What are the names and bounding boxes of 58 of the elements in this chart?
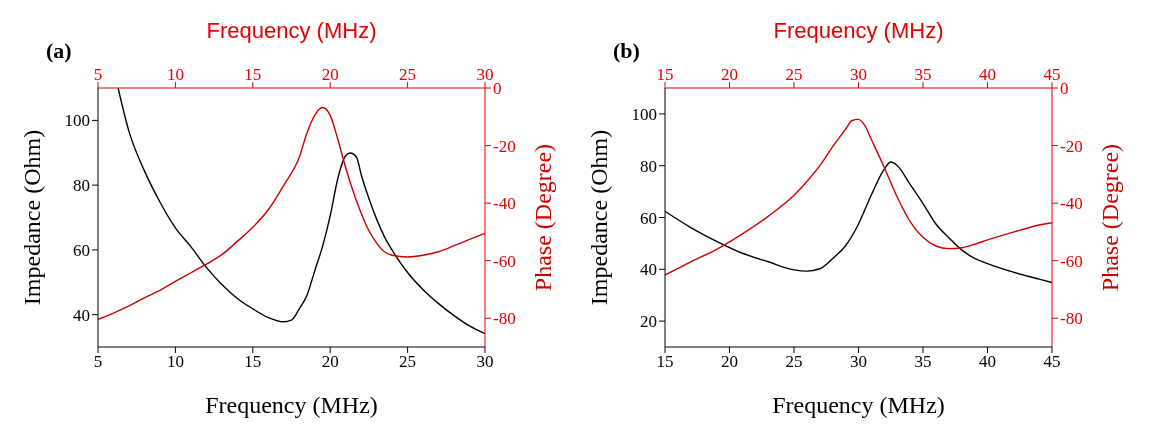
y2-tick-label: -60 xyxy=(493,251,516,271)
y-tick-label: 100 xyxy=(64,111,90,131)
chart-title: (b) xyxy=(613,38,640,64)
x2-tick-label: 25 xyxy=(399,352,417,372)
y2-axis-title: Phase (Degree) xyxy=(530,143,556,292)
x-tick-label: 30 xyxy=(476,65,494,84)
y2-tick-label: -60 xyxy=(1060,251,1083,271)
x2-tick-label: 25 xyxy=(785,352,803,372)
y-tick-label: 60 xyxy=(73,240,90,260)
y-tick-label: 100 xyxy=(631,104,657,124)
line-series xyxy=(665,118,1052,276)
y2-tick-label: 0 xyxy=(1060,79,1069,99)
x2-tick-label: 5 xyxy=(93,352,103,372)
y2-tick-label: -40 xyxy=(1060,194,1083,214)
y-tick-label: 80 xyxy=(640,156,657,176)
x2-tick-label: 40 xyxy=(979,352,996,372)
x2-tick-label: 15 xyxy=(656,352,674,372)
x2-tick-label: 45 xyxy=(1043,352,1061,372)
x-axis-title: Frequency (MHz) xyxy=(205,392,378,418)
line-series xyxy=(98,106,485,321)
x-tick-label: 5 xyxy=(93,65,103,84)
y-tick-label: 40 xyxy=(640,260,657,280)
y-tick-label: 60 xyxy=(640,208,657,228)
x2-tick-label: 35 xyxy=(914,352,932,372)
x-tick-label: 25 xyxy=(399,65,417,84)
x-tick-label: 10 xyxy=(166,65,184,84)
x2-tick-label: 10 xyxy=(166,352,184,372)
x2-tick-label: 15 xyxy=(244,352,262,372)
line-series xyxy=(117,88,485,335)
x-axis-title: Frequency (MHz) xyxy=(772,392,945,418)
x-tick-label: 30 xyxy=(850,65,867,84)
y2-tick-label: -20 xyxy=(493,136,516,156)
y-tick-label: 40 xyxy=(73,305,90,325)
x2-tick-label: 20 xyxy=(721,352,738,372)
y2-tick-label: -80 xyxy=(493,309,516,329)
chart-title: (a) xyxy=(46,38,72,64)
x-tick-label: 20 xyxy=(721,65,738,84)
x-tick-label: 45 xyxy=(1043,65,1061,84)
x-tick-label: 35 xyxy=(914,65,932,84)
x2-axis-title: Frequency (MHz) xyxy=(773,17,944,43)
x-tick-label: 25 xyxy=(785,65,803,84)
y-axis-title: Impedance (Ohm) xyxy=(586,129,612,306)
y2-tick-label: -40 xyxy=(493,194,516,214)
x2-tick-label: 20 xyxy=(321,352,339,372)
y2-tick-label: -80 xyxy=(1060,309,1083,329)
x-tick-label: 15 xyxy=(656,65,674,84)
x-tick-label: 40 xyxy=(979,65,996,84)
x-tick-label: 20 xyxy=(321,65,339,84)
y-tick-label: 20 xyxy=(640,312,657,332)
y-axis-title: Impedance (Ohm) xyxy=(19,129,45,306)
x-tick-label: 15 xyxy=(244,65,262,84)
y-tick-label: 80 xyxy=(73,176,90,196)
x2-axis-title: Frequency (MHz) xyxy=(206,17,377,43)
y2-tick-label: 0 xyxy=(493,79,502,99)
x2-tick-label: 30 xyxy=(476,352,494,372)
x2-tick-label: 30 xyxy=(850,352,867,372)
y2-tick-label: -20 xyxy=(1060,136,1083,156)
y2-axis-title: Phase (Degree) xyxy=(1097,143,1123,292)
